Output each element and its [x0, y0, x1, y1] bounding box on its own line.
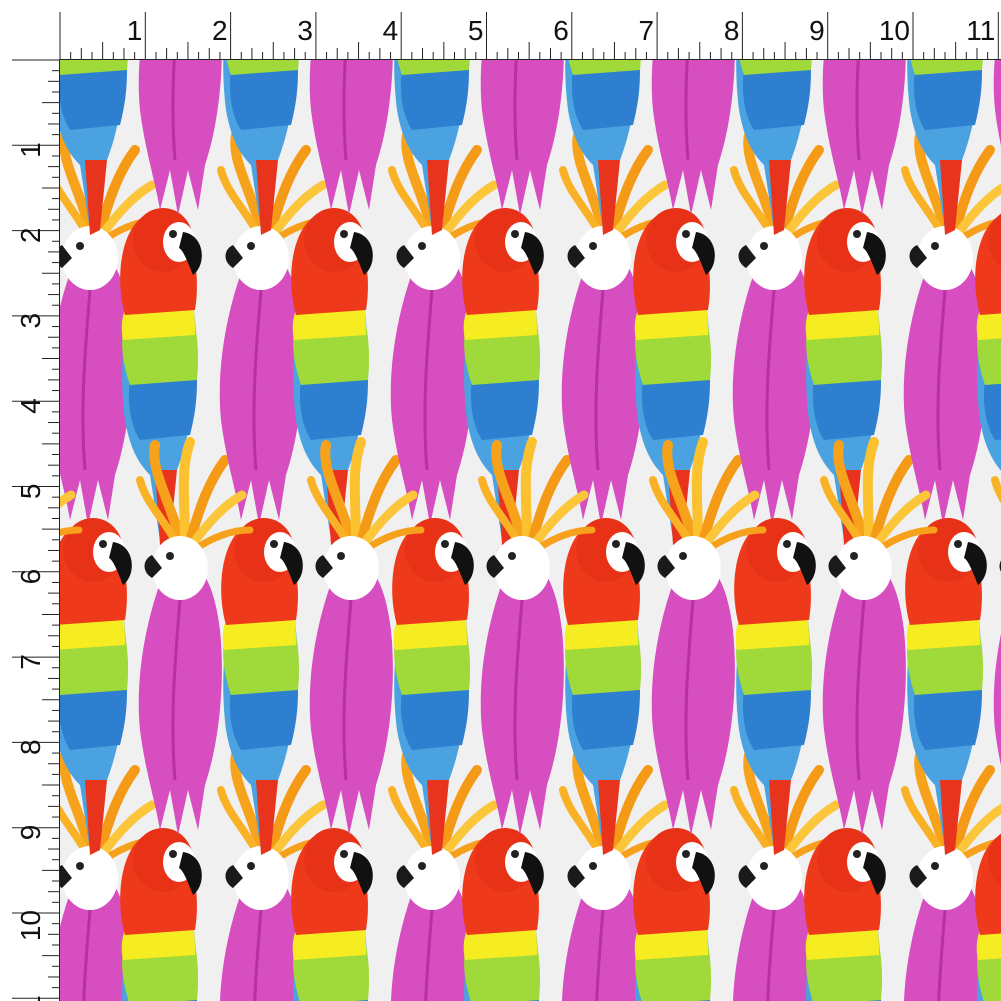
ruler-label: 3	[297, 15, 313, 46]
ruler-label: 1	[127, 15, 143, 46]
ruler-label: 11	[15, 995, 46, 1001]
ruler-label: 4	[15, 398, 46, 414]
ruler-label: 5	[15, 484, 46, 500]
ruler-label: 7	[639, 15, 655, 46]
ruler-label: 10	[879, 15, 910, 46]
ruler-label: 11	[966, 15, 995, 46]
ruler-label: 1	[15, 142, 46, 158]
ruler-label: 9	[15, 825, 46, 841]
ruler-label: 2	[15, 228, 46, 244]
ruler-label: 10	[15, 910, 46, 941]
ruler-label: 5	[468, 15, 484, 46]
ruler-ticks: 12345678910111234567891011	[12, 12, 1001, 1001]
ruler-label: 8	[15, 739, 46, 755]
top-ruler	[0, 0, 1001, 60]
ruler-label: 4	[383, 15, 399, 46]
ruler-label: 8	[724, 15, 740, 46]
ruler-label: 2	[212, 15, 228, 46]
ruler-label: 6	[553, 15, 569, 46]
ruler-label: 7	[15, 654, 46, 670]
ruler-label: 6	[15, 569, 46, 585]
ruler-label: 9	[809, 15, 825, 46]
fabric-pattern	[60, 60, 1001, 1001]
ruler-label: 3	[15, 313, 46, 329]
